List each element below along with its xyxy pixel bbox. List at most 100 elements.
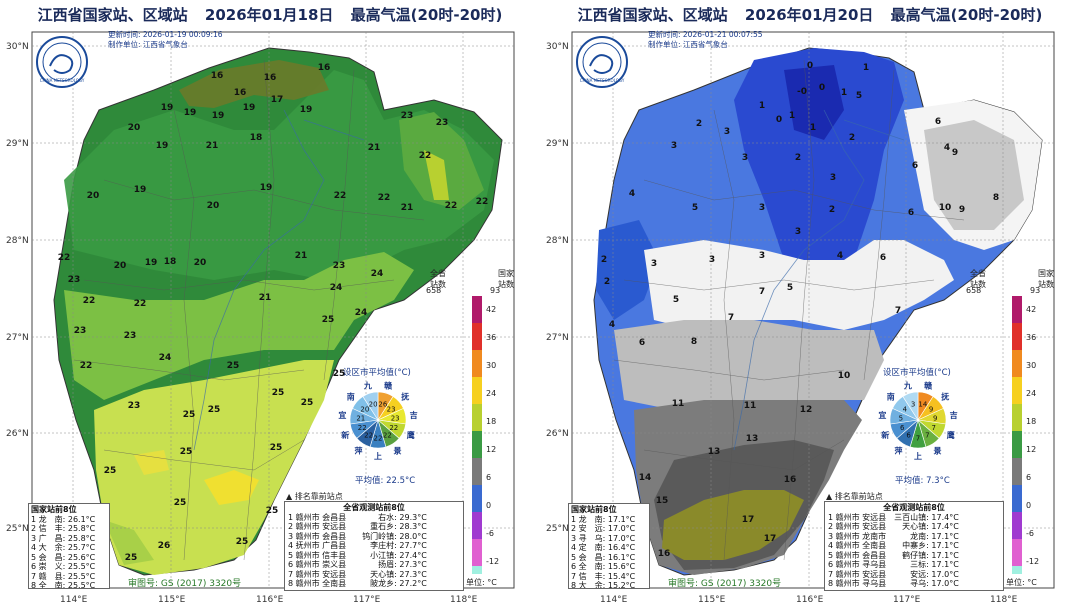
rank-row: 8 全 南: 25.5°C xyxy=(31,581,96,589)
legend-province-count: 全省站数 xyxy=(430,268,446,290)
rank-row: 4 抚州市 广昌县 李庄村: 27.7°C xyxy=(288,541,427,550)
rank-row: 5 赣州市 会昌县 鹤仔镇: 17.1°C xyxy=(828,550,959,560)
station-value: 25 xyxy=(104,466,117,476)
station-value: 21 xyxy=(259,293,272,303)
station-value: 6 xyxy=(912,161,918,171)
station-value: 19 xyxy=(161,103,174,113)
station-value: 1 xyxy=(863,63,869,73)
station-value: 12 xyxy=(800,405,813,415)
lat-labels: 30°N 29°N 28°N 27°N 26°N 25°N xyxy=(546,42,569,534)
pie-city-label: 南 xyxy=(887,391,895,401)
station-value: 24 xyxy=(159,353,172,363)
update-time: 更新时间: 2026-01-21 00:07:55 xyxy=(648,30,763,39)
colorbar-tick: 36 xyxy=(486,333,496,342)
station-value: 1 xyxy=(789,111,795,121)
colorbar-tick: 12 xyxy=(1026,445,1036,454)
station-value: 17 xyxy=(271,95,284,105)
title-date: 2026年01月18日 xyxy=(204,6,334,24)
colorbar-tick: 6 xyxy=(486,473,491,482)
pie-city-label: 宜 xyxy=(338,410,346,420)
pie-slice-value: 20 xyxy=(360,406,369,414)
top-station-marker-note: ▲ 排名靠前站点 xyxy=(286,492,343,501)
station-value: 21 xyxy=(206,141,219,151)
lat-label: 25°N xyxy=(546,524,569,534)
station-value: 0 xyxy=(819,83,825,93)
lon-label: 115°E xyxy=(158,595,186,605)
station-value: 17 xyxy=(742,515,755,525)
station-value: 4 xyxy=(944,143,950,153)
station-value: 23 xyxy=(333,261,346,271)
lat-label: 30°N xyxy=(546,42,569,52)
station-value: 3 xyxy=(742,153,748,163)
legend-province-label: 全省站数 xyxy=(970,269,986,289)
pie-average: 平均值: 7.3°C xyxy=(895,476,950,486)
title-element: 最高气温(20时-20时) xyxy=(350,6,503,24)
pie-slice-value: 6 xyxy=(900,424,905,432)
logo-emblem: CHINA METEOROLOGY xyxy=(36,36,88,88)
colorbar-tick: 24 xyxy=(486,389,496,398)
colorbar-tick: 42 xyxy=(1026,305,1036,314)
colorbar-tick: -12 xyxy=(1026,557,1039,566)
title-network: 江西省国家站、区域站 xyxy=(37,6,188,24)
station-value: 25 xyxy=(270,443,283,453)
rank-row: 1 龙 南: 17.1°C xyxy=(571,514,636,524)
colorbar-tick: 24 xyxy=(1026,389,1036,398)
station-value: 22 xyxy=(80,361,93,371)
pie-city-label: 抚 xyxy=(401,391,409,401)
pie-city-label: 鹰 xyxy=(947,430,955,440)
rank-row: 8 赣州市 寻乌县 寻乌: 17.0°C xyxy=(828,579,959,588)
station-value: 25 xyxy=(236,537,249,547)
lat-label: 29°N xyxy=(546,139,569,149)
rank-row: 5 赣州市 信丰县 小江镇: 27.4°C xyxy=(288,550,427,560)
rank-row: 2 安 远: 17.0°C xyxy=(571,524,636,533)
station-value: 24 xyxy=(371,269,384,279)
legend-province-number: 658 xyxy=(426,286,442,295)
colorbar-tick: -12 xyxy=(486,557,499,566)
station-value: 21 xyxy=(295,251,308,261)
station-value: 19 xyxy=(145,258,158,268)
station-value: 19 xyxy=(184,108,197,118)
pie-city-label: 萍 xyxy=(895,445,903,455)
station-value: 3 xyxy=(759,251,765,261)
station-value: 6 xyxy=(639,338,645,348)
station-value: 25 xyxy=(272,388,285,398)
colorbar: 42 36 30 24 18 12 6 0 -6 -12 xyxy=(472,296,499,574)
station-value: 2 xyxy=(604,277,610,287)
station-value: 16 xyxy=(211,71,224,81)
colorbar-tick: 0 xyxy=(1026,501,1031,510)
station-value: 16 xyxy=(264,73,277,83)
colorbar-tick: 36 xyxy=(1026,333,1036,342)
title-element: 最高气温(20时-20时) xyxy=(890,6,1043,24)
station-value: 17 xyxy=(764,534,777,544)
station-value: 8 xyxy=(993,193,999,203)
lon-label: 118°E xyxy=(450,595,478,605)
station-value: 25 xyxy=(180,447,193,457)
station-value: 26 xyxy=(158,541,171,551)
station-value: 3 xyxy=(671,141,677,151)
colorbar-tick: -6 xyxy=(1026,529,1034,538)
station-value: 22 xyxy=(334,191,347,201)
national-rank-box: 国家站前8位 1 龙 南: 17.1°C 2 安 远: 17.0°C 3 寻 乌… xyxy=(568,503,650,589)
station-value: 13 xyxy=(708,447,721,457)
pie-slice-value: 3 xyxy=(911,400,915,408)
station-value: 20 xyxy=(194,258,207,268)
lon-label: 117°E xyxy=(893,595,921,605)
station-value: 4 xyxy=(629,189,635,199)
rank-row: 6 崇 义: 25.5°C xyxy=(31,562,96,571)
map-panel-jan18: 江西省国家站、区域站 2026年01月18日 最高气温(20时-20时) xyxy=(4,0,536,610)
station-value: 16 xyxy=(318,63,331,73)
pie-slice-value: 22 xyxy=(389,424,398,432)
rank-row: 6 赣州市 寻乌县 三标: 17.1°C xyxy=(828,560,959,569)
colorbar-tick: -6 xyxy=(486,529,494,538)
unit-label: 单位: °C xyxy=(466,578,497,587)
station-value: 25 xyxy=(266,506,279,516)
pie-city-label: 南 xyxy=(347,391,355,401)
pie-slice-value: 7 xyxy=(925,432,929,440)
province-fill xyxy=(53,47,503,576)
station-value: 20 xyxy=(87,191,100,201)
rank-row: 7 信 丰: 15.4°C xyxy=(571,571,636,581)
rank-row: 8 赣州市 全南县 陂龙乡: 27.2°C xyxy=(288,579,427,588)
temperature-map-svg: 30°N 29°N 28°N 27°N 26°N 25°N 114°E 115°… xyxy=(546,31,1055,605)
station-value: 20 xyxy=(128,123,141,133)
legend-province-count: 全省站数 xyxy=(970,268,986,290)
